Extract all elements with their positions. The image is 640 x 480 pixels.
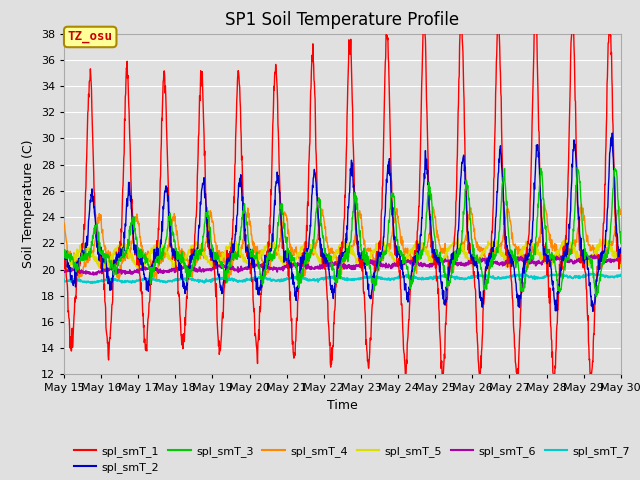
Y-axis label: Soil Temperature (C): Soil Temperature (C) bbox=[22, 140, 35, 268]
X-axis label: Time: Time bbox=[327, 399, 358, 412]
Text: TZ_osu: TZ_osu bbox=[68, 30, 113, 44]
Legend: spl_smT_1, spl_smT_2, spl_smT_3, spl_smT_4, spl_smT_5, spl_smT_6, spl_smT_7: spl_smT_1, spl_smT_2, spl_smT_3, spl_smT… bbox=[70, 441, 635, 478]
Title: SP1 Soil Temperature Profile: SP1 Soil Temperature Profile bbox=[225, 11, 460, 29]
